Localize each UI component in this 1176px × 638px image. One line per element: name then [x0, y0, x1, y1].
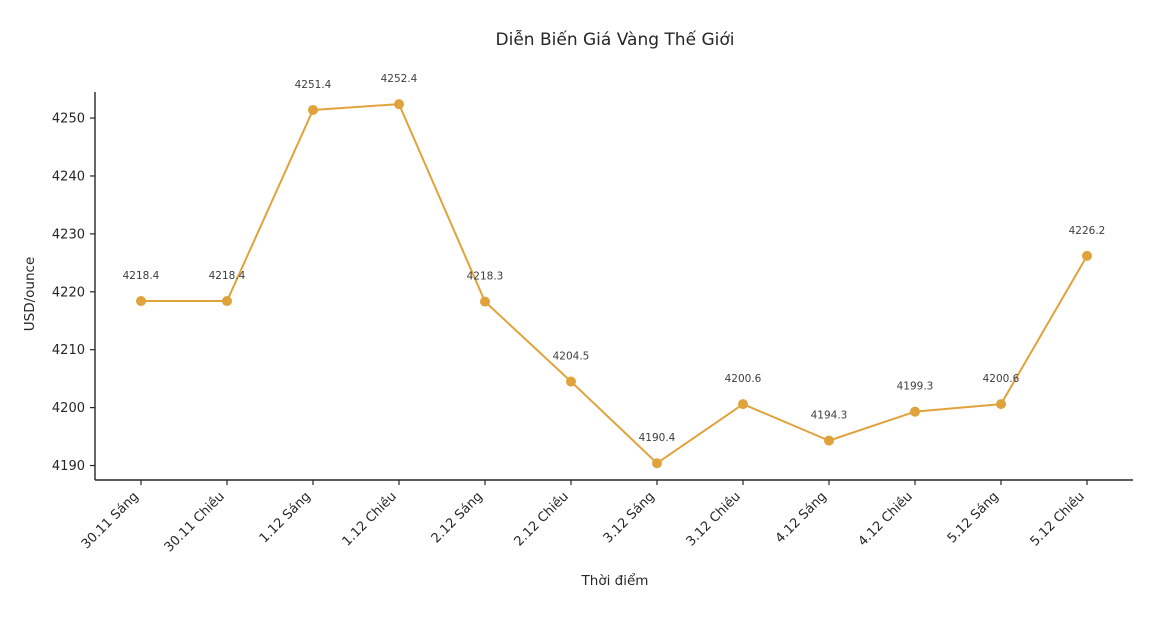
data-point [394, 99, 404, 110]
x-tick-label: 3.12 Sáng [601, 489, 658, 546]
data-point [480, 296, 490, 307]
data-point [996, 399, 1006, 410]
y-tick-label: 4250 [52, 112, 85, 127]
chart-title: Diễn Biến Giá Vàng Thế Giới [495, 30, 735, 50]
data-point-label: 4218.4 [123, 270, 160, 282]
x-tick-label: 1.12 Sáng [257, 489, 314, 546]
data-point-label: 4218.4 [209, 270, 246, 282]
data-point-label: 4194.3 [811, 410, 848, 422]
data-point [136, 296, 146, 307]
data-point-label: 4200.6 [725, 373, 762, 385]
data-point-label: 4204.5 [553, 351, 590, 363]
x-tick-label: 3.12 Chiều [684, 489, 744, 549]
data-point [308, 104, 318, 115]
x-tick-label: 2.12 Sáng [429, 489, 486, 546]
y-tick-label: 4190 [52, 459, 85, 474]
data-point-label: 4190.4 [639, 432, 676, 444]
x-tick-label: 5.12 Chiều [1028, 489, 1088, 549]
data-point [824, 435, 834, 446]
x-tick-label: 5.12 Sáng [945, 489, 1002, 546]
line-series [140, 103, 1088, 465]
x-tick-label: 30.11 Chiều [162, 489, 228, 555]
data-point [1082, 250, 1092, 261]
data-point [566, 376, 576, 387]
y-tick-label: 4230 [52, 227, 85, 242]
data-point [738, 399, 748, 410]
x-axis-label: Thời điểm [581, 573, 649, 589]
data-point [652, 458, 662, 469]
data-point [910, 406, 920, 417]
data-point-label: 4218.3 [467, 271, 504, 283]
data-point [222, 296, 232, 307]
y-tick-label: 4200 [52, 401, 85, 416]
data-point-label: 4252.4 [381, 73, 418, 85]
x-tick-label: 4.12 Sáng [773, 489, 830, 546]
data-point-label: 4251.4 [295, 79, 332, 91]
y-tick-label: 4210 [52, 343, 85, 358]
x-tick-label: 4.12 Chiều [856, 489, 916, 549]
data-point-label: 4200.6 [983, 373, 1020, 385]
y-tick-label: 4240 [52, 169, 85, 184]
x-tick-label: 2.12 Chiều [512, 489, 572, 549]
y-tick-label: 4220 [52, 285, 85, 300]
x-tick-label: 1.12 Chiều [340, 489, 400, 549]
data-point-label: 4226.2 [1069, 225, 1106, 237]
x-tick-label: 30.11 Sáng [79, 489, 142, 552]
data-point-label: 4199.3 [897, 381, 934, 393]
